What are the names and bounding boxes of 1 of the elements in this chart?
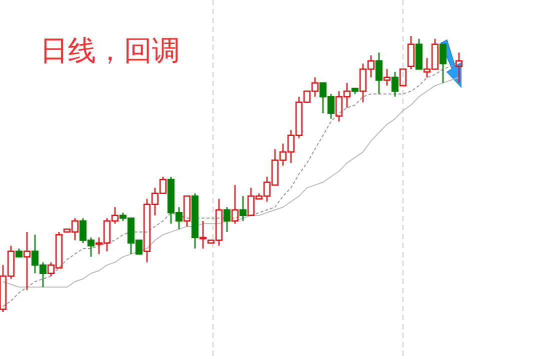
chart-title: 日线，回调 — [40, 34, 180, 67]
